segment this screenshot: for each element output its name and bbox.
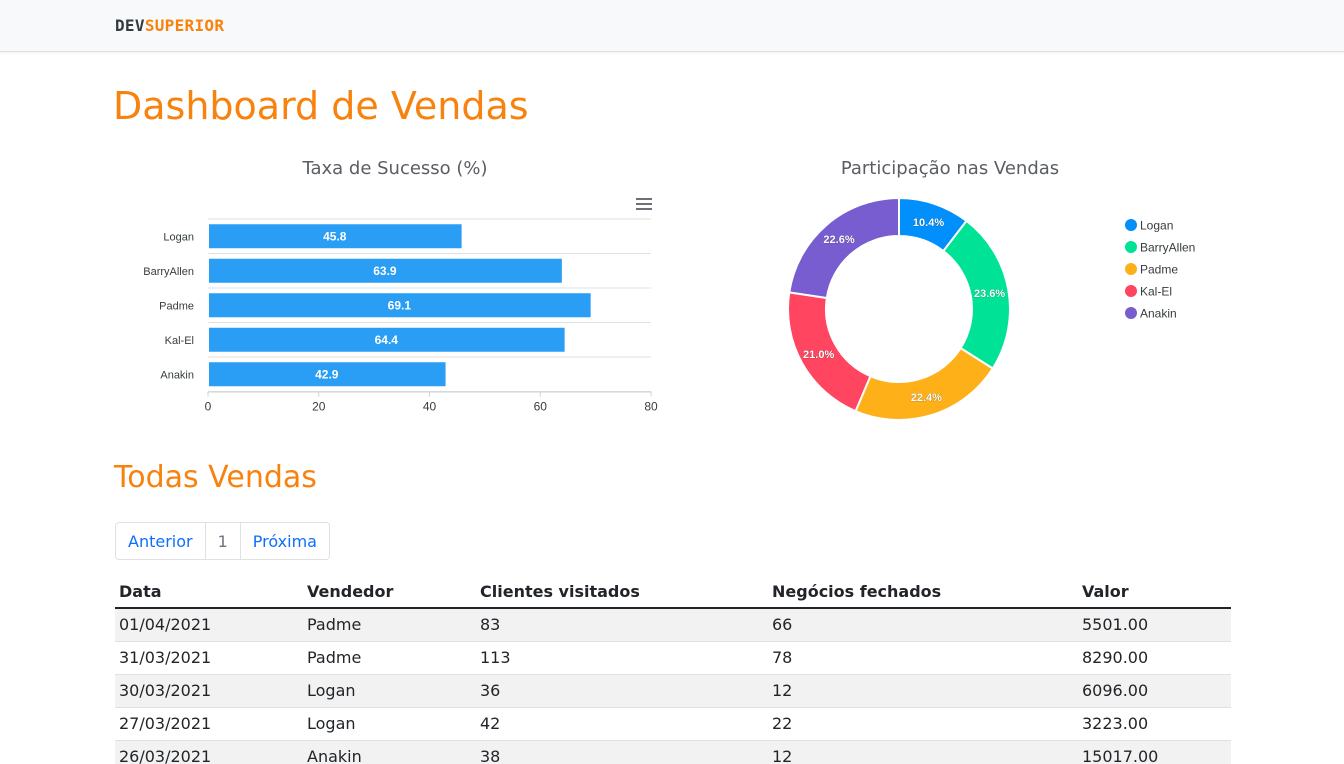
table-row: 30/03/2021 Logan 36 12 6096.00 xyxy=(115,674,1231,708)
slice-data-label: 22.6% xyxy=(823,234,854,246)
table-header-row: Data Vendedor Clientes visitados Negócio… xyxy=(115,575,1231,609)
header-data: Data xyxy=(115,575,303,609)
table-row: 26/03/2021 Anakin 38 12 15017.00 xyxy=(115,740,1231,764)
bar-chart-title: Taxa de Sucesso (%) xyxy=(302,158,488,179)
donut-chart-title: Participação nas Vendas xyxy=(840,158,1060,179)
header-negocios: Negócios fechados xyxy=(768,575,1078,609)
donut-chart: 10.4% 23.6% 22.4% 21.0% 22.6% Logan BarryAllen… xyxy=(787,196,1195,421)
bar[interactable] xyxy=(209,293,591,318)
header-valor: Valor xyxy=(1078,575,1231,609)
bar-data-label: 42.9 xyxy=(315,367,339,381)
page-title: Dashboard de Vendas xyxy=(113,84,529,128)
bar-data-label: 63.9 xyxy=(373,264,397,278)
table-cell: Padme xyxy=(303,608,476,642)
table-cell: 5501.00 xyxy=(1078,608,1231,642)
slice-data-label: 22.4% xyxy=(911,392,942,404)
x-tick-label: 40 xyxy=(423,400,437,414)
brand-prefix: DEV xyxy=(115,16,145,35)
slice-data-label: 23.6% xyxy=(974,288,1005,300)
legend-marker xyxy=(1125,219,1137,231)
y-category-label: Padme xyxy=(159,300,194,312)
donut-slice[interactable] xyxy=(788,196,900,300)
legend-label[interactable]: Anakin xyxy=(1140,307,1177,321)
bar[interactable] xyxy=(209,224,462,249)
table-cell: 30/03/2021 xyxy=(115,674,303,708)
legend-label[interactable]: Logan xyxy=(1140,219,1173,233)
y-category-label: Anakin xyxy=(160,369,194,381)
x-tick-label: 80 xyxy=(644,400,658,414)
slice-data-label: 10.4% xyxy=(913,217,944,229)
table-cell: 113 xyxy=(476,641,768,675)
table-cell: 12 xyxy=(768,674,1078,708)
table-row: 31/03/2021 Padme 113 78 8290.00 xyxy=(115,641,1231,675)
legend-marker xyxy=(1125,307,1137,319)
bar-data-label: 69.1 xyxy=(388,298,412,312)
table-cell: 01/04/2021 xyxy=(115,608,303,642)
bar-chart: 0 20 40 60 80 45.8 Logan 63.9 BarryAllen 69.1 Padm… xyxy=(143,198,658,414)
hamburger-menu-icon[interactable] xyxy=(636,198,652,210)
table-cell: 31/03/2021 xyxy=(115,641,303,675)
table-row: 01/04/2021 Padme 83 66 5501.00 xyxy=(115,608,1231,642)
table-row: 27/03/2021 Logan 42 22 3223.00 xyxy=(115,707,1231,741)
table-cell: 26/03/2021 xyxy=(115,740,303,764)
table-cell: 66 xyxy=(768,608,1078,642)
table-cell: 6096.00 xyxy=(1078,674,1231,708)
brand-logo[interactable]: DEVSUPERIOR xyxy=(115,16,224,35)
y-category-label: Logan xyxy=(163,231,194,243)
sales-table: Data Vendedor Clientes visitados Negócio… xyxy=(115,575,1231,764)
y-category-label: Kal-El xyxy=(165,335,194,347)
y-category-label: BarryAllen xyxy=(143,266,194,278)
legend-label[interactable]: BarryAllen xyxy=(1140,241,1195,255)
table-cell: Padme xyxy=(303,641,476,675)
bar[interactable] xyxy=(209,327,565,352)
brand-suffix: SUPERIOR xyxy=(144,16,225,35)
x-tick-label: 0 xyxy=(205,400,212,414)
bar-data-label: 45.8 xyxy=(323,229,347,243)
table-cell: 36 xyxy=(476,674,768,708)
table-cell: 3223.00 xyxy=(1078,707,1231,741)
x-tick-label: 60 xyxy=(534,400,548,414)
table-cell: 8290.00 xyxy=(1078,641,1231,675)
table-cell: 27/03/2021 xyxy=(115,707,303,741)
table-cell: 38 xyxy=(476,740,768,764)
legend-label[interactable]: Padme xyxy=(1140,263,1178,277)
table-cell: 83 xyxy=(476,608,768,642)
slice-data-label: 21.0% xyxy=(803,349,834,361)
header-clientes: Clientes visitados xyxy=(476,575,768,609)
table-cell: 15017.00 xyxy=(1078,740,1231,764)
bar[interactable] xyxy=(209,362,446,387)
prev-page-button[interactable]: Anterior xyxy=(128,531,193,551)
legend-marker xyxy=(1125,241,1137,253)
bar-data-label: 64.4 xyxy=(375,333,399,347)
table-cell: 22 xyxy=(768,707,1078,741)
header-vendedor: Vendedor xyxy=(303,575,476,609)
bar[interactable] xyxy=(209,258,562,283)
table-cell: Logan xyxy=(303,674,476,708)
navbar: DEVSUPERIOR xyxy=(0,0,1344,52)
donut-slice[interactable] xyxy=(854,346,995,421)
legend-marker xyxy=(1125,263,1137,275)
table-cell: 78 xyxy=(768,641,1078,675)
legend-label[interactable]: Kal-El xyxy=(1140,285,1172,299)
x-tick-label: 20 xyxy=(312,400,326,414)
next-page-button[interactable]: Próxima xyxy=(239,523,329,559)
table-cell: Anakin xyxy=(303,740,476,764)
sales-section-title: Todas Vendas xyxy=(114,460,317,495)
table-cell: 12 xyxy=(768,740,1078,764)
legend-marker xyxy=(1125,285,1137,297)
pagination: Anterior 1 Próxima xyxy=(115,522,330,560)
table-cell: Logan xyxy=(303,707,476,741)
current-page[interactable]: 1 xyxy=(204,523,240,559)
table-cell: 42 xyxy=(476,707,768,741)
